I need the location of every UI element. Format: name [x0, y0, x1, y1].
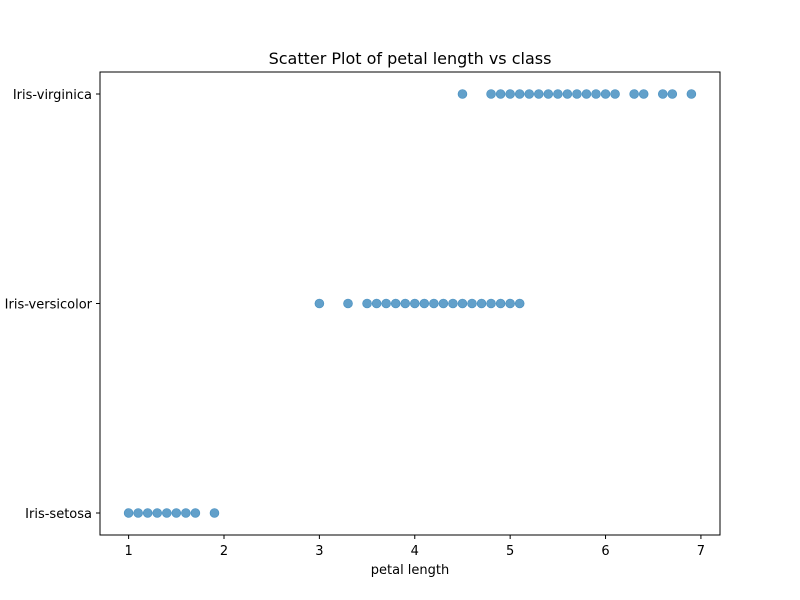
- data-point: [409, 298, 420, 309]
- data-point: [495, 298, 506, 309]
- x-tick-label: 6: [601, 544, 609, 559]
- data-point: [419, 298, 430, 309]
- x-tick-label: 5: [506, 544, 514, 559]
- data-point: [457, 89, 468, 99]
- chart-title: Scatter Plot of petal length vs class: [269, 49, 552, 68]
- y-tick-label: Iris-virginica: [13, 88, 92, 103]
- data-point: [362, 298, 372, 309]
- data-point: [486, 298, 496, 309]
- data-point: [429, 298, 439, 309]
- data-point: [381, 298, 391, 309]
- y-tick-label: Iris-versicolor: [5, 298, 93, 313]
- data-point: [467, 298, 477, 309]
- data-point: [533, 89, 544, 99]
- data-point: [495, 89, 506, 99]
- data-point: [123, 508, 134, 518]
- data-point: [657, 89, 668, 99]
- data-point: [591, 89, 601, 99]
- data-point: [686, 89, 697, 99]
- data-point: [171, 508, 182, 518]
- x-tick-label: 1: [124, 544, 132, 559]
- x-axis-label: petal length: [371, 563, 450, 578]
- data-point: [476, 298, 487, 309]
- y-axis-ticks: Iris-setosa Iris-versicolor Iris-virginica: [5, 88, 100, 522]
- data-point: [209, 508, 220, 518]
- data-point: [390, 298, 401, 309]
- data-point: [629, 89, 639, 99]
- data-point: [161, 508, 172, 518]
- data-point: [505, 298, 515, 309]
- data-point: [343, 298, 353, 309]
- data-point: [152, 508, 163, 518]
- y-tick-label: Iris-setosa: [25, 507, 92, 522]
- data-point: [505, 89, 515, 99]
- data-point: [524, 89, 535, 99]
- data-point: [142, 508, 153, 518]
- data-point: [610, 89, 620, 99]
- data-point: [572, 89, 582, 99]
- data-point: [314, 298, 325, 309]
- data-point: [190, 508, 201, 518]
- data-point: [400, 298, 411, 309]
- data-point: [514, 298, 525, 309]
- data-point: [133, 508, 143, 518]
- data-point: [600, 89, 611, 99]
- data-point: [562, 89, 573, 99]
- data-point: [448, 298, 458, 309]
- x-tick-label: 7: [697, 544, 705, 559]
- x-tick-label: 3: [315, 544, 323, 559]
- data-point: [553, 89, 563, 99]
- data-point: [514, 89, 525, 99]
- data-point: [371, 298, 382, 309]
- data-point: [581, 89, 592, 99]
- data-point: [181, 508, 191, 518]
- data-point: [438, 298, 449, 309]
- plot-points: [123, 89, 697, 518]
- x-tick-label: 4: [411, 544, 419, 559]
- x-axis-ticks: 1 2 3 4 5 6 7: [124, 535, 705, 559]
- data-point: [543, 89, 554, 99]
- data-point: [457, 298, 468, 309]
- data-point: [667, 89, 678, 99]
- x-tick-label: 2: [220, 544, 228, 559]
- data-point: [638, 89, 649, 99]
- data-point: [486, 89, 496, 99]
